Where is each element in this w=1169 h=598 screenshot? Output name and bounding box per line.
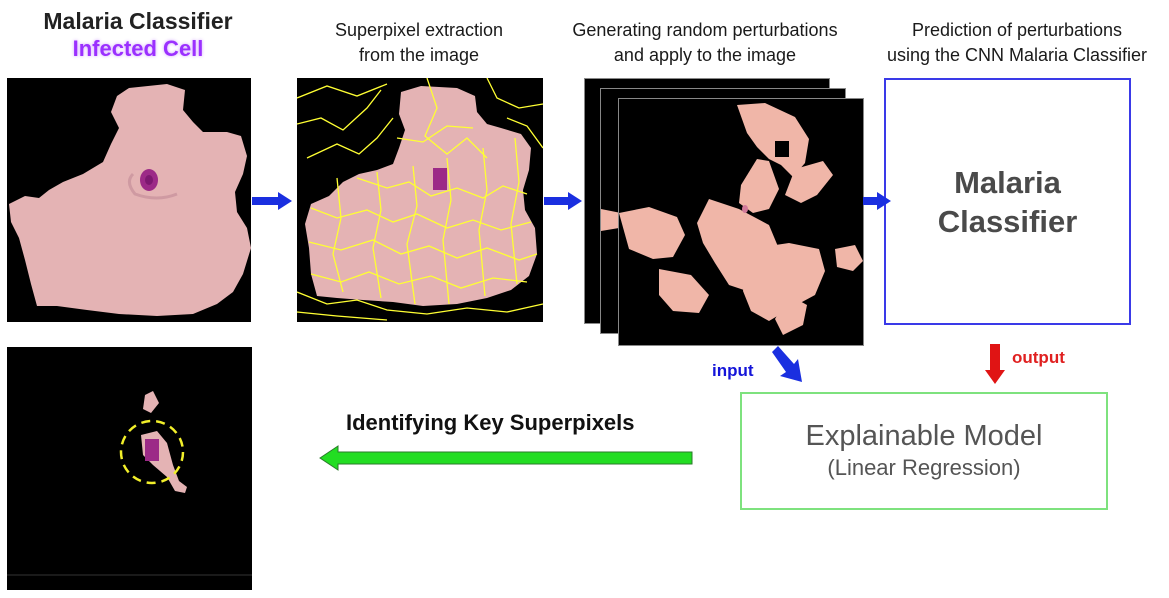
explainable-model-box: Explainable Model (Linear Regression): [740, 392, 1108, 510]
caption-prediction-line2: using the CNN Malaria Classifier: [886, 45, 1148, 65]
infected-cell-image: [7, 78, 251, 322]
perturbation-card-front: [618, 98, 864, 346]
arrow-down-icon: [985, 344, 1005, 384]
input-label: input: [712, 361, 754, 380]
parasite-spot: [433, 168, 447, 190]
classifier-label-line1: Malaria: [954, 164, 1061, 200]
caption-prediction-line1: Prediction of perturbations: [911, 20, 1123, 40]
key-superpixels-label: Identifying Key Superpixels: [346, 410, 635, 435]
page-title: Malaria Classifier: [43, 8, 233, 34]
arrow-right-icon: [544, 192, 582, 210]
cell-shape: [9, 84, 251, 316]
highlight-circle: [119, 419, 185, 485]
caption-perturbations: Generating random perturbations and appl…: [548, 18, 862, 68]
key-superpixels-image: [7, 347, 252, 590]
classifier-label: Malaria Classifier: [938, 163, 1078, 241]
output-label: output: [1012, 348, 1065, 367]
arrow-left-icon: [319, 445, 693, 471]
caption-prediction: Prediction of perturbations using the CN…: [866, 18, 1168, 68]
classifier-box: Malaria Classifier: [884, 78, 1131, 325]
arrow-down-right-icon: [772, 346, 802, 382]
superpixel-boundaries: [297, 78, 543, 321]
explainable-model-subtitle: (Linear Regression): [827, 455, 1021, 480]
caption-superpixel: Superpixel extraction from the image: [296, 18, 542, 68]
caption-perturbations-line2: and apply to the image: [613, 45, 797, 65]
parasite-spot: [145, 439, 159, 461]
arrow-right-icon: [252, 192, 292, 210]
arrow-right-icon: [863, 192, 891, 210]
caption-perturbations-line1: Generating random perturbations: [572, 20, 838, 40]
page-subtitle: Infected Cell: [72, 36, 204, 61]
explainable-model-title: Explainable Model: [805, 420, 1043, 452]
caption-superpixel-line1: Superpixel extraction: [334, 20, 504, 40]
classifier-label-line2: Classifier: [937, 203, 1078, 239]
caption-superpixel-line2: from the image: [358, 45, 480, 65]
superpixel-image: [297, 78, 543, 322]
